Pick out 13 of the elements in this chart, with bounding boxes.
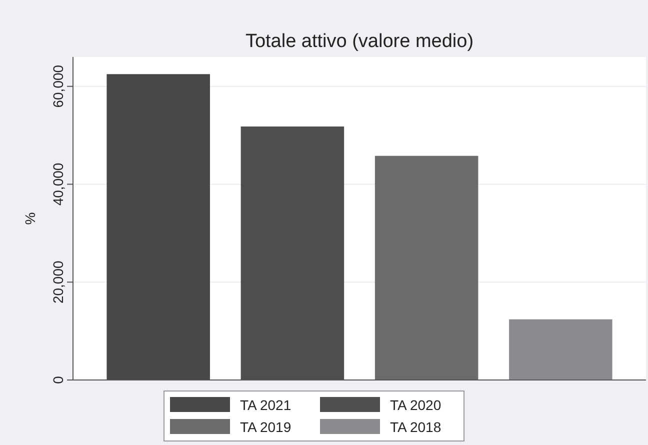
legend-label: TA 2018 (390, 419, 442, 435)
y-tick-label: 40,000 (50, 162, 66, 206)
bar (106, 74, 210, 380)
legend-label: TA 2019 (240, 419, 292, 435)
legend-label: TA 2020 (390, 397, 442, 413)
legend-label: TA 2021 (240, 397, 292, 413)
chart-title: Totale attivo (valore medio) (245, 31, 474, 52)
y-tick-label: 60,000 (50, 64, 66, 108)
y-tick-label: 20,000 (50, 260, 66, 304)
bar (374, 156, 478, 380)
y-tick-label: 0 (50, 376, 66, 384)
y-axis-title: % (22, 212, 38, 225)
bar (509, 319, 612, 380)
